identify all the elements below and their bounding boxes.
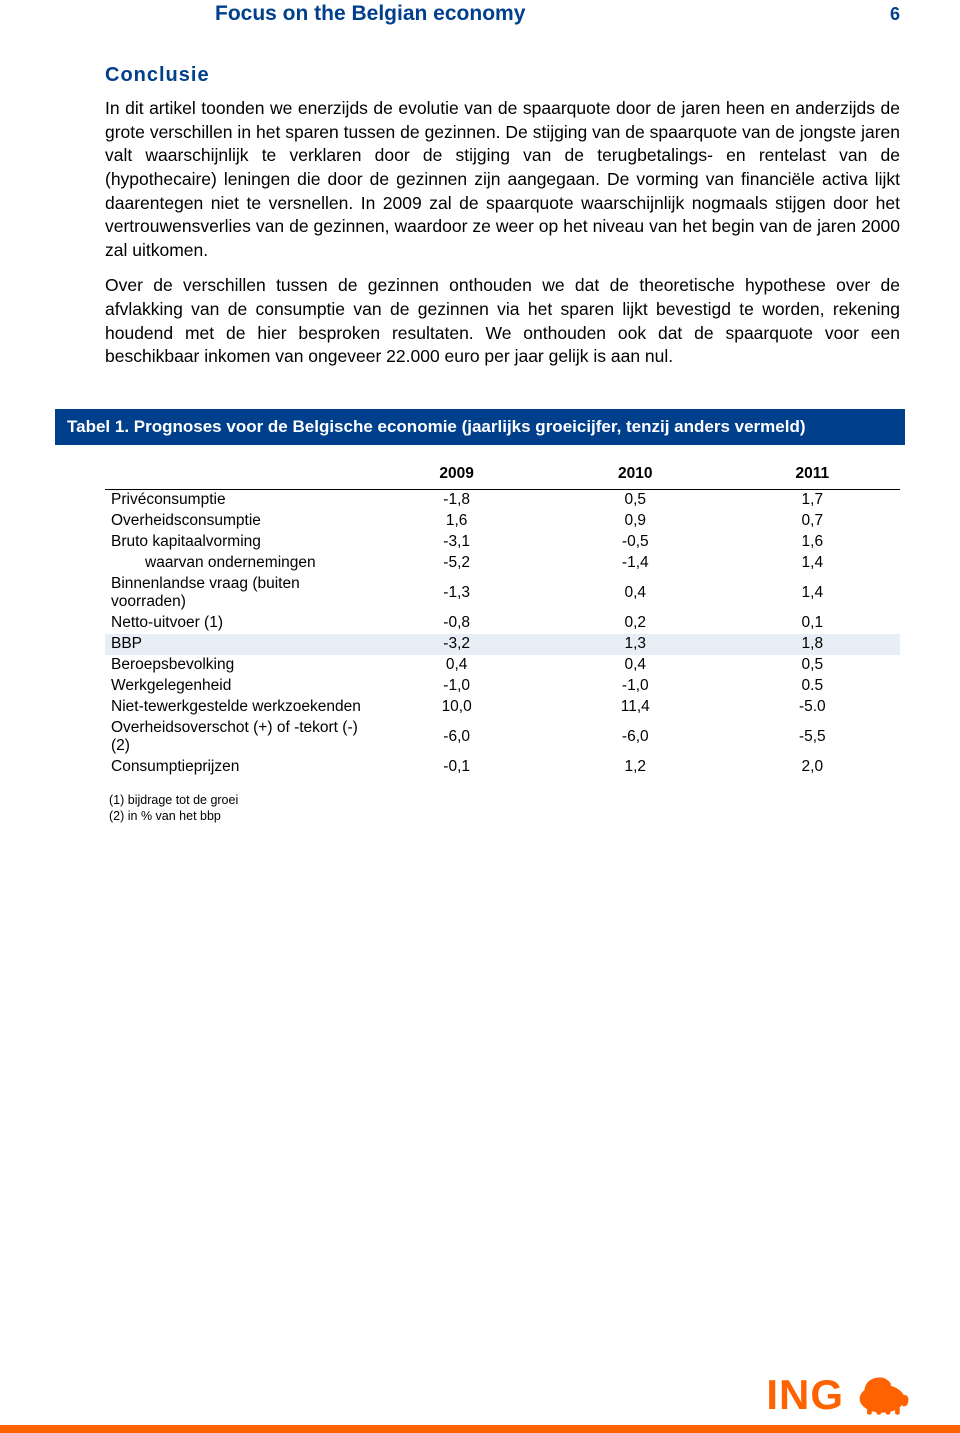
page-footer: ING [0,1363,960,1433]
row-value: -1,8 [367,489,546,511]
table-header-row: 2009 2010 2011 [105,461,900,490]
row-value: -5,5 [725,718,900,757]
row-value: 1,2 [546,757,725,778]
row-label: Overheidsconsumptie [105,511,367,532]
row-value: -5,2 [367,553,546,574]
row-label: Netto-uitvoer (1) [105,613,367,634]
table-title: Prognoses voor de Belgische economie (ja… [134,417,806,436]
row-value: 0,7 [725,511,900,532]
document-header: Focus on the Belgian economy 6 [105,0,900,26]
table-col-empty [105,461,367,490]
row-value: 1,4 [725,574,900,613]
table-row: BBP-3,21,31,8 [105,634,900,655]
row-value: -3,2 [367,634,546,655]
table-row: Overheidsconsumptie1,60,90,7 [105,511,900,532]
row-value: 1,6 [725,532,900,553]
row-value: 1,3 [546,634,725,655]
row-value: 11,4 [546,697,725,718]
footnote: (2) in % van het bbp [109,808,900,824]
row-value: 10,0 [367,697,546,718]
row-value: 0.5 [725,676,900,697]
row-value: -1,4 [546,553,725,574]
row-label: Beroepsbevolking [105,655,367,676]
row-label: Privéconsumptie [105,489,367,511]
row-value: 2,0 [725,757,900,778]
row-label: BBP [105,634,367,655]
section-heading: Conclusie [105,64,900,87]
body-paragraph: In dit artikel toonden we enerzijds de e… [105,97,900,262]
row-value: 1,7 [725,489,900,511]
row-value: -0,5 [546,532,725,553]
table-row: Consumptieprijzen-0,11,22,0 [105,757,900,778]
row-label: Werkgelegenheid [105,676,367,697]
row-value: -1,0 [546,676,725,697]
row-value: 1,4 [725,553,900,574]
table-row: Werkgelegenheid-1,0-1,00.5 [105,676,900,697]
row-value: -5.0 [725,697,900,718]
row-value: 0,4 [367,655,546,676]
row-value: 0,4 [546,655,725,676]
lion-icon [854,1374,910,1416]
row-value: -0,8 [367,613,546,634]
body-paragraph: Over de verschillen tussen de gezinnen o… [105,274,900,369]
forecast-table: 2009 2010 2011 Privéconsumptie-1,80,51,7… [105,461,900,778]
table-number: Tabel 1. [67,417,129,436]
row-label: Binnenlandse vraag (buiten voorraden) [105,574,367,613]
row-value: -1,3 [367,574,546,613]
row-value: -3,1 [367,532,546,553]
row-value: 1,6 [367,511,546,532]
document-title: Focus on the Belgian economy [215,2,525,26]
table-row: Bruto kapitaalvorming-3,1-0,51,6 [105,532,900,553]
row-value: -6,0 [367,718,546,757]
table-row: Niet-tewerkgestelde werkzoekenden10,011,… [105,697,900,718]
row-value: -1,0 [367,676,546,697]
table-col-header: 2010 [546,461,725,490]
table-row: Privéconsumptie-1,80,51,7 [105,489,900,511]
row-value: 0,5 [546,489,725,511]
brand-name: ING [766,1371,844,1419]
row-value: 0,2 [546,613,725,634]
page-number: 6 [890,4,900,25]
row-value: 1,8 [725,634,900,655]
table-footnotes: (1) bijdrage tot de groei (2) in % van h… [105,792,900,825]
forecast-table-container: Tabel 1. Prognoses voor de Belgische eco… [105,409,900,825]
table-row: Binnenlandse vraag (buiten voorraden)-1,… [105,574,900,613]
row-label: Bruto kapitaalvorming [105,532,367,553]
table-title-bar: Tabel 1. Prognoses voor de Belgische eco… [55,409,905,445]
brand-logo: ING [766,1371,910,1419]
table-row: Netto-uitvoer (1)-0,80,20,1 [105,613,900,634]
row-value: -0,1 [367,757,546,778]
row-label: Consumptieprijzen [105,757,367,778]
table-col-header: 2009 [367,461,546,490]
footnote: (1) bijdrage tot de groei [109,792,900,808]
row-label: Niet-tewerkgestelde werkzoekenden [105,697,367,718]
table-row: Overheidsoverschot (+) of -tekort (-) (2… [105,718,900,757]
row-label: Overheidsoverschot (+) of -tekort (-) (2… [105,718,367,757]
row-value: 0,4 [546,574,725,613]
row-value: 0,9 [546,511,725,532]
row-value: 0,1 [725,613,900,634]
row-value: -6,0 [546,718,725,757]
table-row: waarvan ondernemingen-5,2-1,41,4 [105,553,900,574]
table-col-header: 2011 [725,461,900,490]
table-row: Beroepsbevolking0,40,40,5 [105,655,900,676]
row-value: 0,5 [725,655,900,676]
footer-accent-bar [0,1425,960,1433]
row-label: waarvan ondernemingen [105,553,367,574]
